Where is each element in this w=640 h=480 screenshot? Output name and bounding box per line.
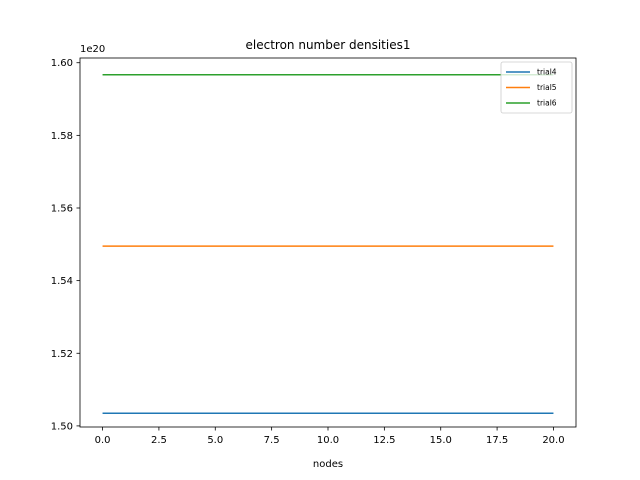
x-tick-label: 17.5 bbox=[486, 435, 508, 446]
legend-label-trial5: trial5 bbox=[537, 83, 557, 92]
legend-label-trial4: trial4 bbox=[537, 68, 557, 77]
x-tick-label: 5.0 bbox=[207, 435, 223, 446]
y-tick-label: 1.52 bbox=[51, 349, 73, 360]
legend-box bbox=[500, 61, 573, 114]
x-axis-label: nodes bbox=[313, 459, 343, 470]
y-tick-label: 1.60 bbox=[51, 58, 73, 69]
x-tick-label: 2.5 bbox=[151, 435, 167, 446]
x-axis: 0.0 2.5 5.0 7.5 10.0 12.5 15.0 17.5 20.0 bbox=[95, 427, 565, 446]
x-tick-label: 20.0 bbox=[542, 435, 564, 446]
y-offset-label: 1e20 bbox=[80, 44, 105, 55]
series-layer bbox=[102, 73, 554, 414]
legend-label-trial6: trial6 bbox=[537, 99, 557, 108]
legend: trial4 trial5 trial6 bbox=[500, 61, 573, 114]
y-tick-label: 1.56 bbox=[51, 203, 73, 214]
y-tick-label: 1.58 bbox=[51, 131, 73, 142]
x-tick-label: 15.0 bbox=[430, 435, 452, 446]
x-tick-label: 12.5 bbox=[373, 435, 395, 446]
x-tick-label: 10.0 bbox=[317, 435, 339, 446]
x-tick-label: 7.5 bbox=[264, 435, 280, 446]
y-tick-label: 1.54 bbox=[51, 276, 73, 287]
x-tick-label: 0.0 bbox=[95, 435, 111, 446]
chart-title: electron number densities1 bbox=[246, 38, 411, 52]
plot-area bbox=[80, 58, 576, 427]
y-tick-label: 1.50 bbox=[51, 421, 73, 432]
y-axis: 1.50 1.52 1.54 1.56 1.58 1.60 bbox=[51, 58, 80, 432]
